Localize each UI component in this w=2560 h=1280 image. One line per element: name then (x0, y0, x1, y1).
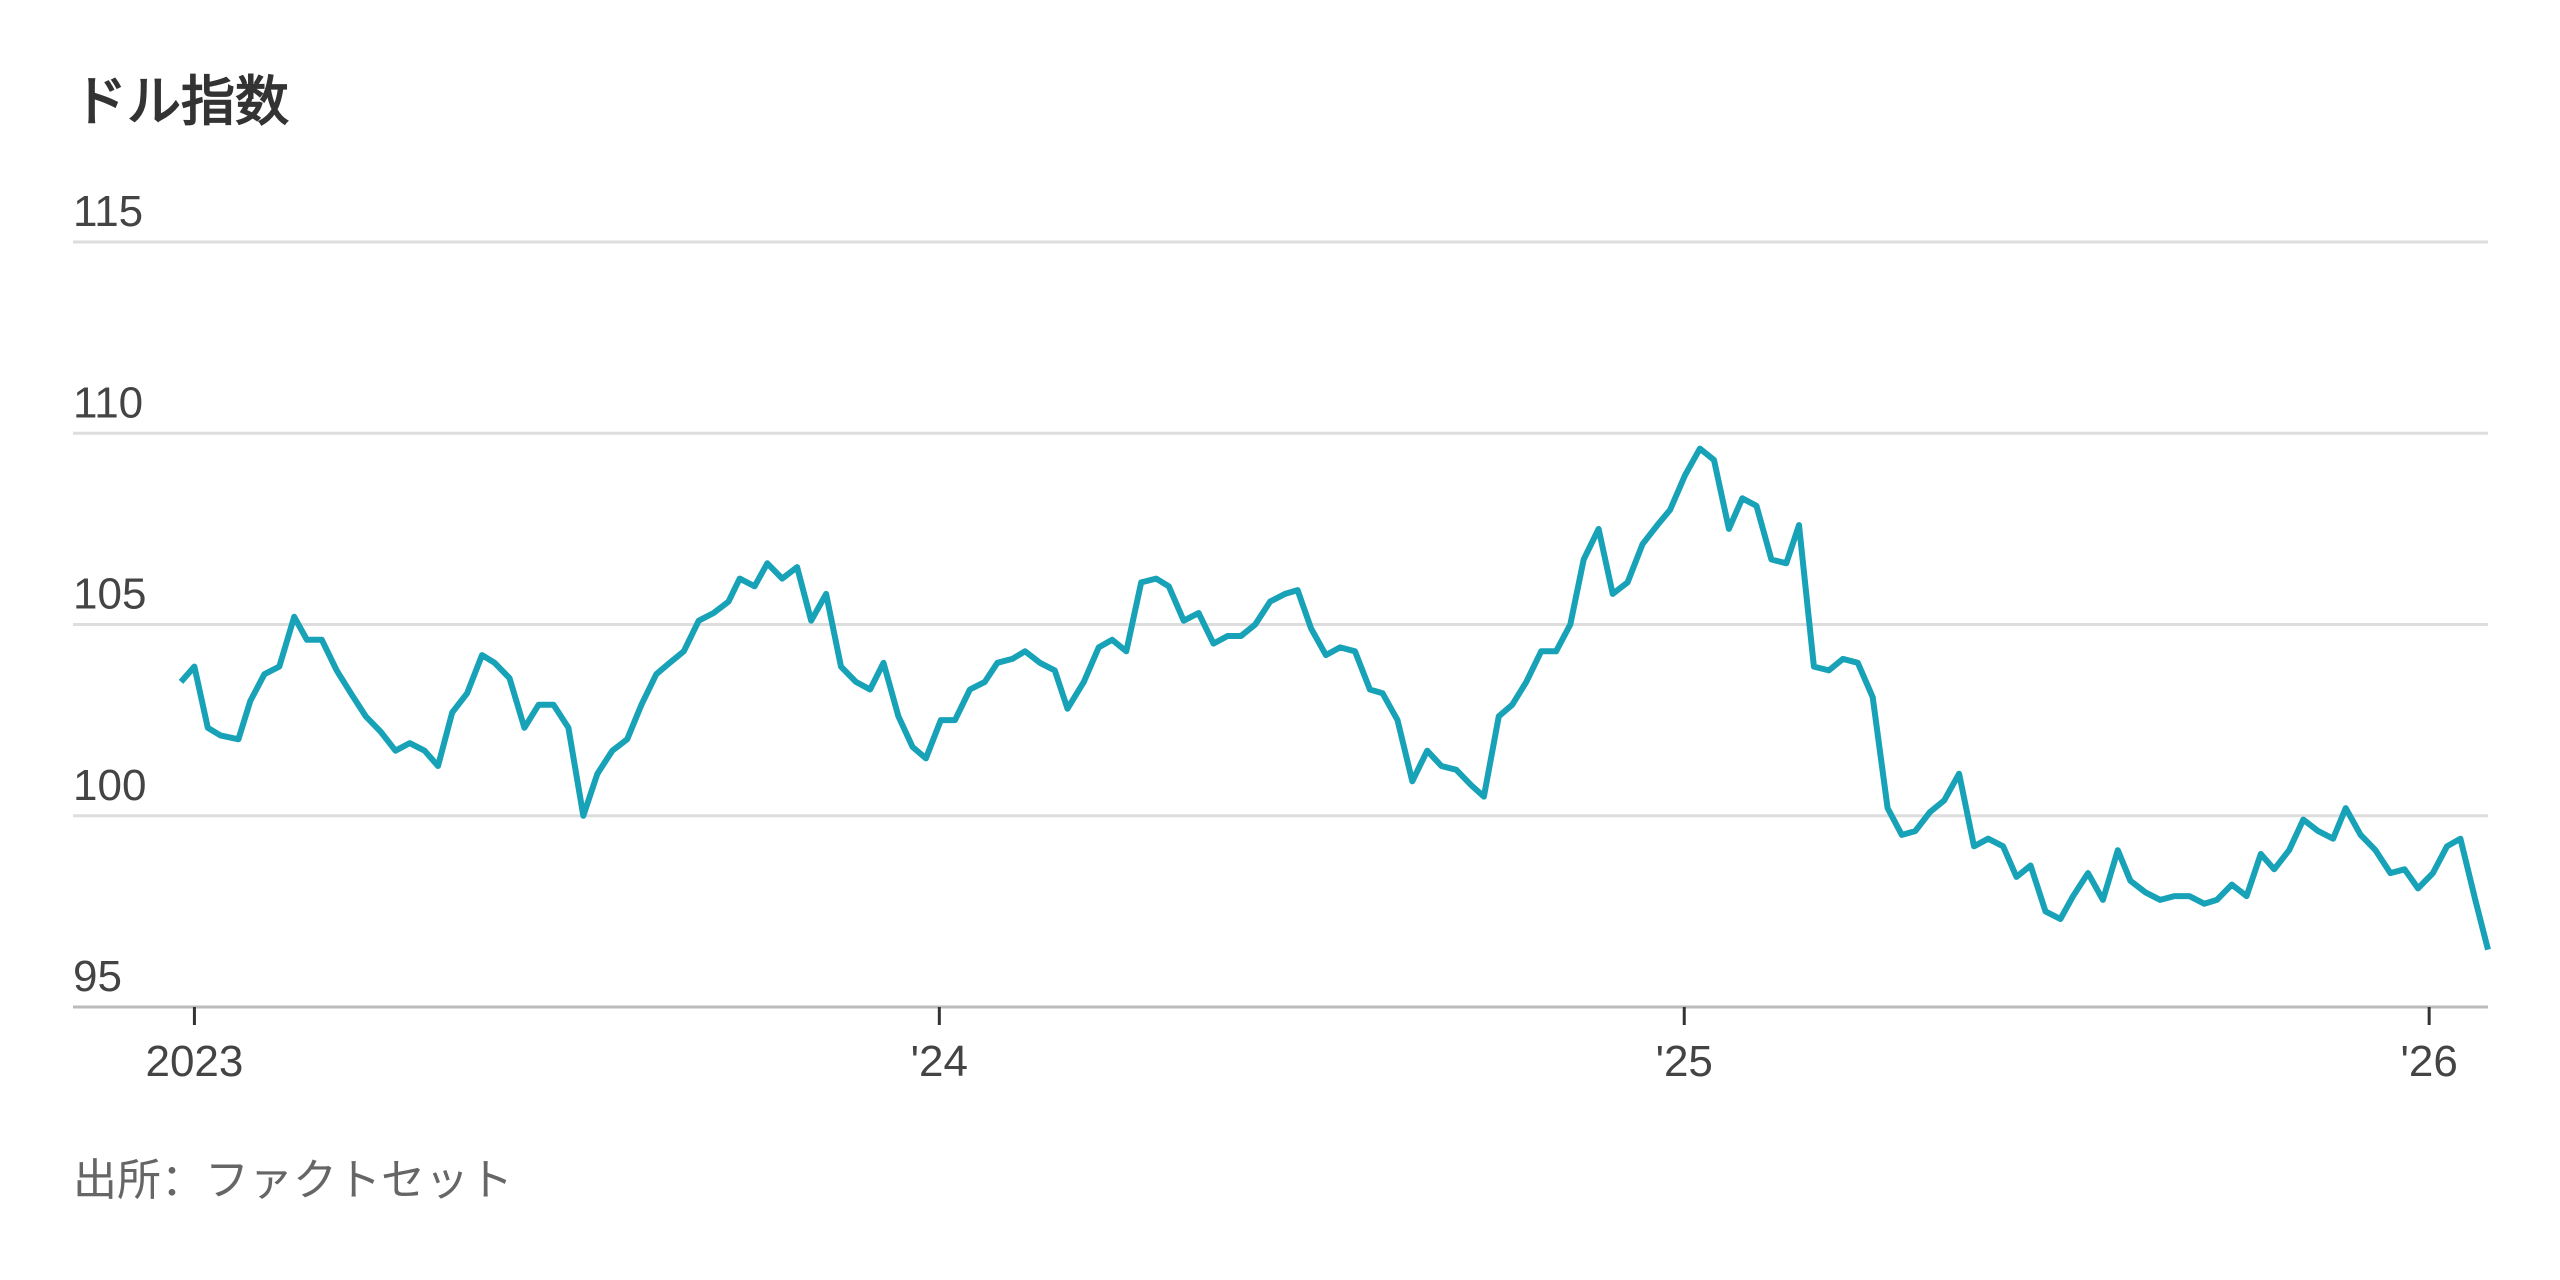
x-tick-label: '26 (2400, 1037, 2457, 1086)
data-line (178, 445, 2491, 951)
y-tick-label: 100 (73, 761, 146, 810)
y-tick-label: 95 (73, 952, 122, 1001)
y-tick-label: 110 (73, 378, 143, 427)
x-tick-label: '24 (911, 1037, 968, 1086)
y-tick-label: 105 (73, 570, 146, 619)
x-tick-label: '25 (1656, 1037, 1713, 1086)
source-note: 出所：ファクトセット (73, 1156, 513, 1205)
y-tick-label: 115 (73, 187, 143, 236)
chart-title: ドル指数 (73, 72, 289, 132)
x-tick-label: 2023 (145, 1037, 243, 1086)
